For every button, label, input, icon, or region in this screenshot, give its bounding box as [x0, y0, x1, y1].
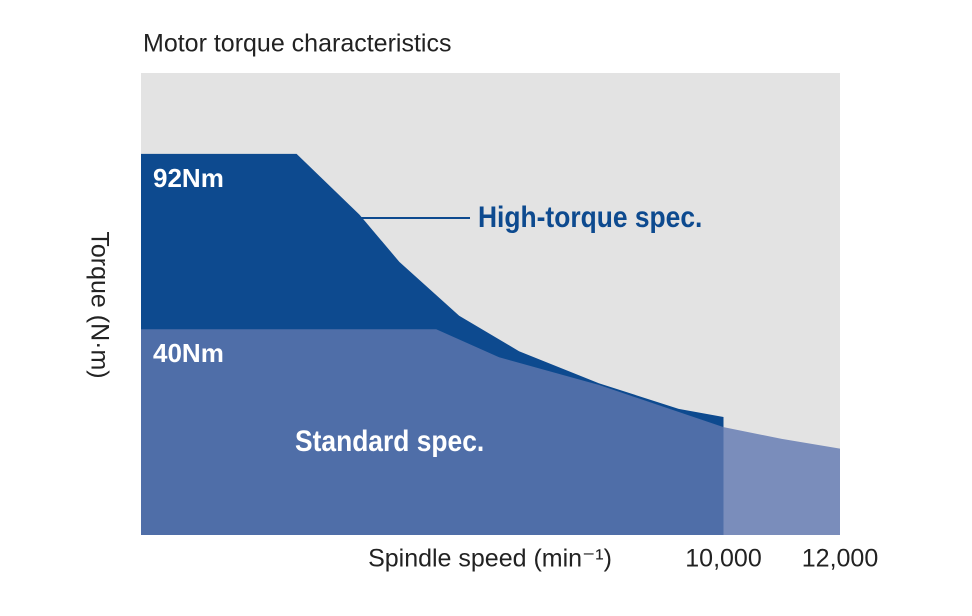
y-tick-label: 92Nm	[153, 163, 224, 193]
area	[141, 329, 724, 535]
x-axis-label: Spindle speed (min⁻¹)	[368, 545, 612, 573]
legend-label: High-torque spec.	[478, 199, 702, 233]
legend-label: Standard spec.	[295, 423, 484, 457]
x-tick-label: 12,000	[802, 545, 878, 573]
area	[723, 427, 840, 535]
x-tick-label: 10,000	[685, 545, 761, 573]
y-tick-label: 40Nm	[153, 338, 224, 368]
y-axis-label: Torque (N·m)	[85, 231, 113, 378]
chart-title: Motor torque characteristics	[143, 30, 451, 58]
